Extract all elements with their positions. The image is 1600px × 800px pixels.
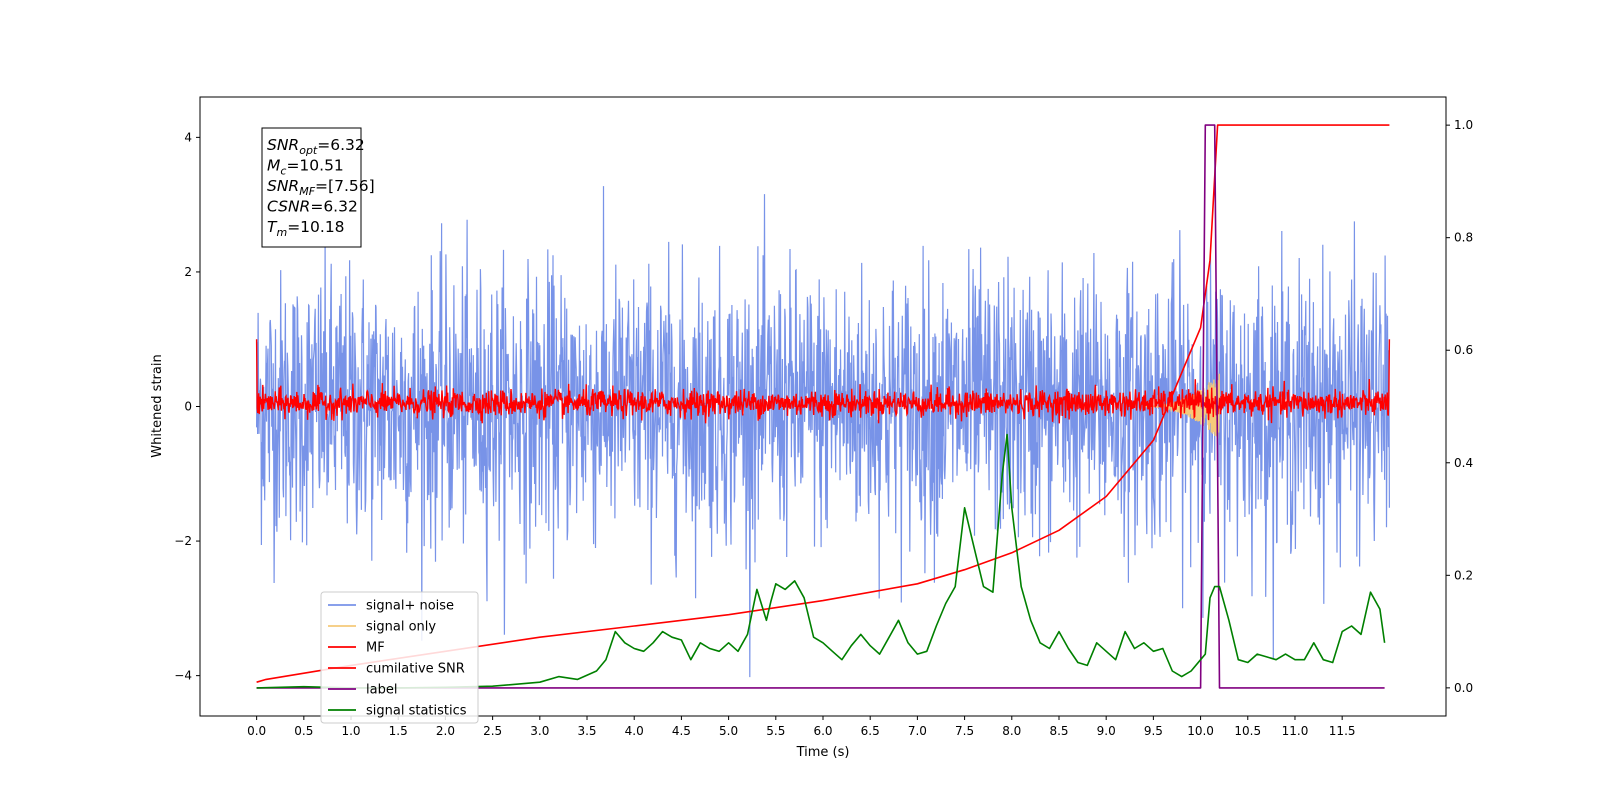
annotation-subscript: opt — [299, 144, 318, 157]
x-tick-label: 11.5 — [1329, 724, 1356, 738]
annotation-value: =[7.56] — [315, 177, 375, 195]
x-tick-label: 0.0 — [247, 724, 266, 738]
annotation-symbol: CSNR — [267, 198, 310, 216]
x-axis-label: Time (s) — [796, 745, 850, 760]
x-tick-label: 5.0 — [719, 724, 738, 738]
legend-label: signal only — [366, 620, 436, 635]
x-tick-label: 0.5 — [294, 724, 313, 738]
legend-label: label — [366, 683, 397, 698]
annotation-symbol: T — [267, 218, 278, 236]
y-right-tick-label: 1.0 — [1454, 118, 1473, 132]
x-tick-label: 5.5 — [766, 724, 785, 738]
annotation-symbol: SNR — [267, 136, 299, 154]
series-signal-noise-line — [256, 186, 1391, 678]
x-tick-label: 1.5 — [389, 724, 408, 738]
legend-label: signal+ noise — [366, 599, 454, 614]
series-mf-line — [255, 339, 1391, 424]
annotation-value: =6.32 — [317, 136, 365, 154]
x-tick-label: 10.0 — [1187, 724, 1214, 738]
annotation-value: =6.32 — [310, 198, 358, 216]
x-tick-label: 8.5 — [1049, 724, 1068, 738]
y-right-tick-label: 0.4 — [1454, 456, 1473, 470]
annotation-value: =10.18 — [287, 218, 344, 236]
x-tick-label: 2.5 — [483, 724, 502, 738]
x-tick-label: 7.5 — [955, 724, 974, 738]
annotation-line: Tm=10.18 — [267, 218, 345, 239]
annotation-line: Mc=10.51 — [267, 157, 344, 178]
annotation-symbol: SNR — [267, 177, 299, 195]
x-tick-label: 9.0 — [1097, 724, 1116, 738]
annotation-line: SNRMF=[7.56] — [267, 177, 375, 198]
y-right-tick-label: 0.8 — [1454, 231, 1473, 245]
x-tick-label: 7.0 — [908, 724, 927, 738]
x-tick-label: 4.5 — [672, 724, 691, 738]
annotation-symbol: M — [267, 157, 280, 175]
annotation-subscript: m — [276, 226, 287, 239]
x-tick-label: 3.5 — [577, 724, 596, 738]
y-right-tick-label: 0.6 — [1454, 343, 1473, 357]
x-axis: 0.0 0.5 1.0 1.5 2.0 2.5 3.0 3.5 4.0 4.5 5.0 5.5 6.0 6… — [247, 716, 1356, 738]
annotation-value: =10.51 — [286, 157, 343, 175]
y-left-tick-label: −2 — [174, 534, 192, 548]
annotation-subscript: c — [280, 165, 286, 178]
x-tick-label: 10.5 — [1234, 724, 1261, 738]
x-tick-label: 6.0 — [813, 724, 832, 738]
series-signal-statistics-line — [256, 433, 1386, 689]
x-tick-label: 1.0 — [341, 724, 360, 738]
y-axis-left: −4 −2 0 2 4 — [174, 130, 200, 683]
legend-label: signal statistics — [366, 704, 467, 719]
x-tick-label: 2.0 — [436, 724, 455, 738]
y-left-tick-label: 0 — [184, 400, 192, 414]
legend-label: cumilative SNR — [366, 662, 465, 677]
annotation-box: SNRopt=6.32Mc=10.51SNRMF=[7.56]CSNR=6.32… — [261, 127, 375, 248]
x-tick-label: 3.0 — [530, 724, 549, 738]
y-axis-right: 0.0 0.2 0.4 0.6 0.8 1.0 — [1446, 118, 1473, 695]
y-left-tick-label: 4 — [184, 130, 192, 144]
legend: signal+ noise signal only MF cumilative SNR… — [320, 591, 479, 724]
y-right-tick-label: 0.2 — [1454, 568, 1473, 582]
annotation-subscript: MF — [299, 185, 315, 198]
x-tick-label: 9.5 — [1144, 724, 1163, 738]
x-tick-label: 4.0 — [625, 724, 644, 738]
x-tick-label: 6.5 — [861, 724, 880, 738]
annotation-line: CSNR=6.32 — [267, 198, 358, 216]
legend-label: MF — [366, 641, 385, 656]
y-left-tick-label: 2 — [184, 265, 192, 279]
y-left-tick-label: −4 — [174, 669, 192, 683]
x-tick-label: 11.0 — [1282, 724, 1309, 738]
annotation-frame — [261, 127, 362, 248]
annotation-line: SNRopt=6.32 — [267, 136, 365, 157]
x-tick-label: 8.0 — [1002, 724, 1021, 738]
legend-frame — [320, 591, 479, 724]
y-right-tick-label: 0.0 — [1454, 681, 1473, 695]
y-axis-label: Whitened strain — [150, 354, 165, 457]
series-label-line — [256, 124, 1385, 689]
